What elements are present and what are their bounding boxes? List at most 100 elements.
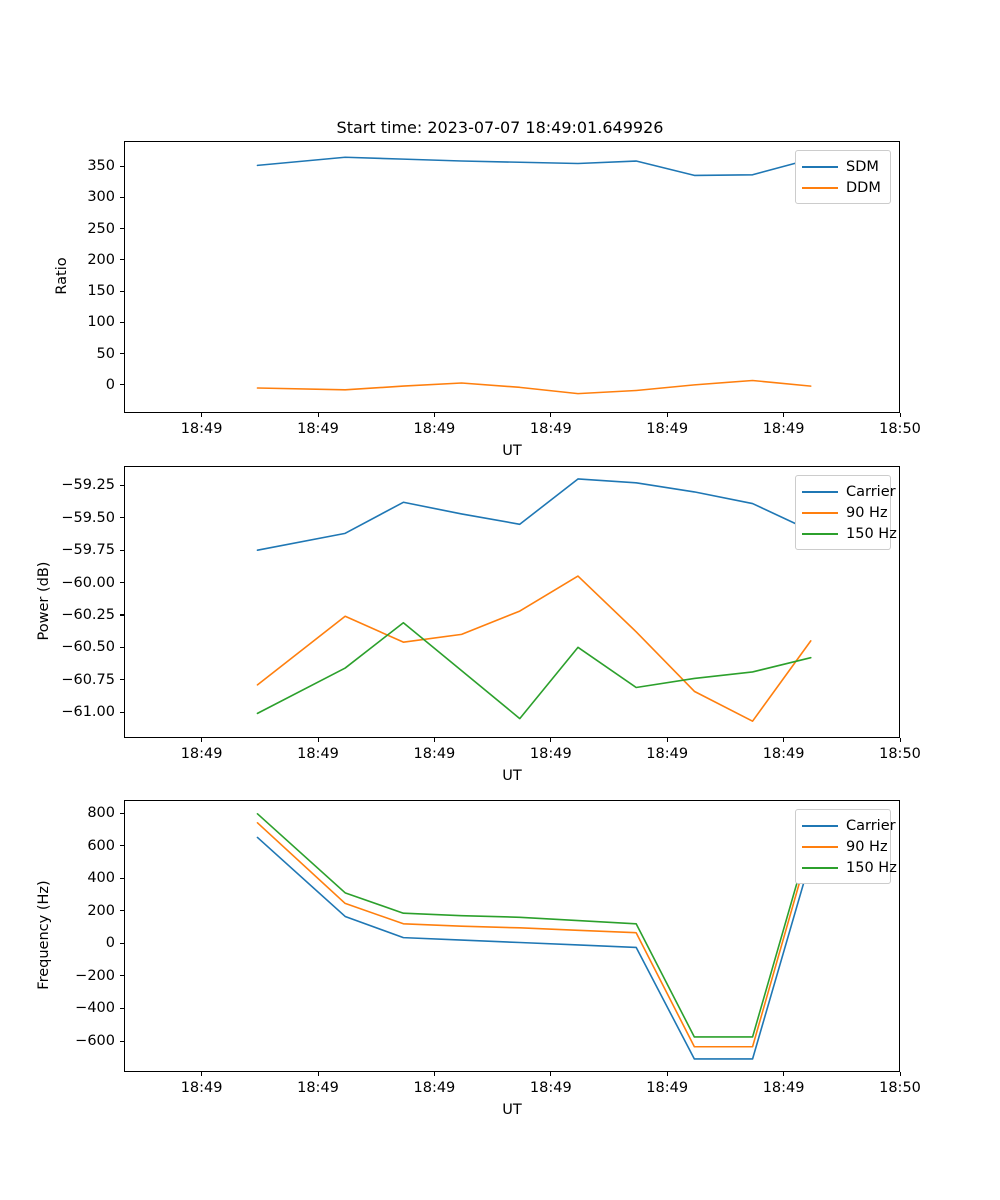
y-tick-mark <box>120 910 124 912</box>
ratio-subplot: 0 50 100 150 200 250 300 350 18:49 18:49 18:49 18:4… <box>54 141 921 459</box>
axes-frame <box>124 800 900 1072</box>
legend-item[interactable]: Carrier <box>802 815 896 836</box>
x-tick-label: 18:50 <box>879 1080 921 1096</box>
x-tick-label: 18:49 <box>180 1080 223 1096</box>
x-tick-mark <box>317 413 319 417</box>
legend[interactable]: Carrier 90 Hz 150 Hz <box>795 475 897 550</box>
x-tick-mark <box>666 1072 668 1076</box>
legend-label: Carrier <box>846 817 896 834</box>
x-tick-label: 18:49 <box>646 421 689 437</box>
y-tick-mark <box>120 353 124 355</box>
legend-label: Carrier <box>846 483 896 500</box>
y-tick-mark <box>120 582 124 584</box>
legend[interactable]: SDM DDM <box>795 150 891 204</box>
plot-lines <box>256 478 812 722</box>
x-tick-label: 18:49 <box>762 1080 805 1096</box>
legend-item[interactable]: 90 Hz <box>802 836 888 857</box>
y-tick-label: −600 <box>75 1033 115 1050</box>
x-tick-mark <box>317 738 319 742</box>
frequency-subplot: −600 −400 −200 0 200 400 600 800 18:49 18:49 18:49… <box>36 800 921 1118</box>
x-tick-mark <box>666 413 668 417</box>
y-tick-label: 200 <box>87 902 115 919</box>
series-line-90-hz <box>256 575 812 722</box>
y-tick-mark <box>120 942 124 944</box>
y-tick-label: −61.00 <box>61 704 115 721</box>
power-subplot: −59.25 −59.50 −59.75 −60.00 −60.25 −60.50 −60.… <box>36 466 921 784</box>
x-tick-mark <box>899 413 901 417</box>
y-tick-mark <box>120 290 124 292</box>
legend-color-swatch <box>802 866 838 869</box>
x-tick-label: 18:49 <box>762 746 805 762</box>
legend-color-swatch <box>802 845 838 848</box>
y-tick-label: −60.75 <box>61 671 115 688</box>
figure-title: Start time: 2023-07-07 18:49:01.649926 <box>336 118 664 137</box>
x-tick-mark <box>317 1072 319 1076</box>
legend-item[interactable]: DDM <box>802 177 883 198</box>
x-tick-label: 18:50 <box>879 746 921 762</box>
x-tick-label: 18:49 <box>646 746 689 762</box>
legend-item[interactable]: Carrier <box>802 481 896 502</box>
y-tick-mark <box>120 1040 124 1042</box>
series-line-carrier <box>256 836 812 1060</box>
x-axis-label: UT <box>502 768 522 784</box>
y-tick-label: 200 <box>87 251 115 268</box>
y-tick-mark <box>120 196 124 198</box>
x-axis-label: UT <box>502 443 522 459</box>
y-tick-label: −60.50 <box>61 639 115 656</box>
y-tick-mark <box>120 646 124 648</box>
y-tick-mark <box>120 845 124 847</box>
y-tick-label: −200 <box>75 967 115 984</box>
x-tick-mark <box>433 738 435 742</box>
legend-color-swatch <box>802 824 838 827</box>
x-tick-mark <box>201 413 203 417</box>
legend-item[interactable]: 150 Hz <box>802 857 897 878</box>
x-tick-mark <box>783 738 785 742</box>
x-tick-label: 18:49 <box>646 1080 689 1096</box>
y-axis-label: Ratio <box>54 257 70 295</box>
y-tick-label: −59.50 <box>61 509 115 526</box>
legend-item[interactable]: 90 Hz <box>802 502 888 523</box>
x-tick-mark <box>899 738 901 742</box>
x-axis-label: UT <box>502 1102 522 1118</box>
x-tick-label: 18:49 <box>297 421 339 437</box>
y-tick-label: 0 <box>105 376 115 393</box>
legend[interactable]: Carrier 90 Hz 150 Hz <box>795 809 897 884</box>
x-tick-label: 18:49 <box>413 1080 456 1096</box>
y-tick-label: 600 <box>87 837 115 854</box>
y-tick-mark <box>120 711 124 713</box>
legend-label: 150 Hz <box>846 525 897 542</box>
plot-lines <box>256 813 812 1060</box>
y-tick-label: 350 <box>87 158 115 174</box>
x-tick-mark <box>201 1072 203 1076</box>
x-tick-label: 18:49 <box>762 421 805 437</box>
x-tick-mark <box>783 413 785 417</box>
legend-item[interactable]: 150 Hz <box>802 523 897 544</box>
legend-label: 90 Hz <box>846 504 888 521</box>
y-tick-mark <box>120 517 124 519</box>
x-tick-mark <box>433 1072 435 1076</box>
y-tick-mark <box>120 228 124 230</box>
series-line-sdm <box>256 156 812 177</box>
x-tick-mark <box>783 1072 785 1076</box>
x-tick-label: 18:49 <box>297 746 339 762</box>
y-tick-mark <box>120 679 124 681</box>
legend-item[interactable]: SDM <box>802 156 883 177</box>
y-tick-label: −60.00 <box>61 574 115 591</box>
legend-color-swatch <box>802 511 838 514</box>
y-tick-mark <box>120 1007 124 1010</box>
y-tick-label: −59.75 <box>61 542 115 559</box>
x-tick-label: 18:49 <box>413 421 456 437</box>
series-line-carrier <box>256 478 812 551</box>
legend-label: DDM <box>846 179 881 196</box>
legend-color-swatch <box>802 186 838 189</box>
y-tick-mark <box>120 812 124 814</box>
x-tick-label: 18:49 <box>180 421 223 437</box>
legend-color-swatch <box>802 165 838 168</box>
y-tick-mark <box>120 259 124 261</box>
y-tick-label: 150 <box>87 283 115 300</box>
series-line-90-hz <box>256 821 812 1048</box>
y-tick-label: 400 <box>87 870 115 887</box>
legend-color-swatch <box>802 490 838 493</box>
y-tick-mark <box>120 484 124 487</box>
